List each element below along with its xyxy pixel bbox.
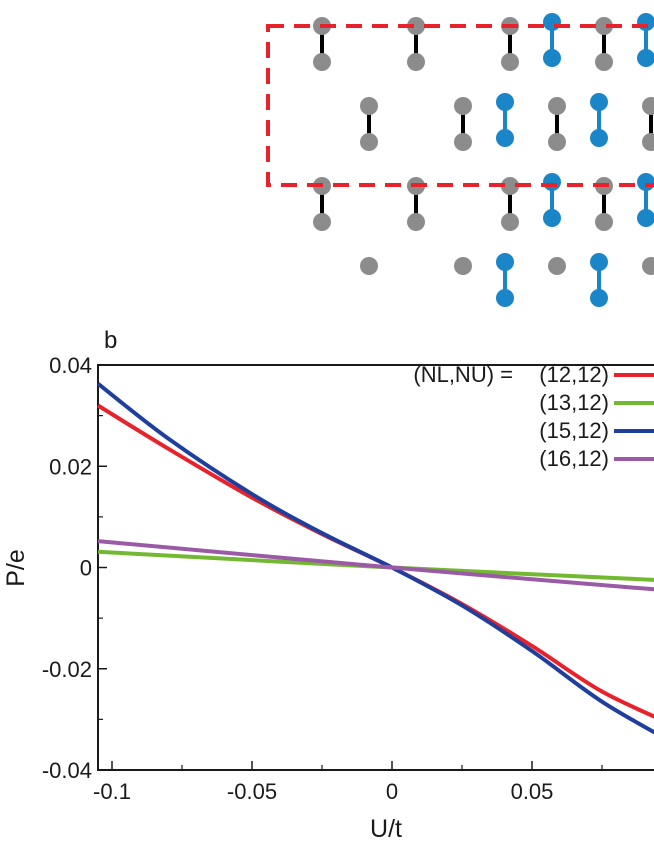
bottom-layer-atom (454, 133, 472, 151)
top-layer-atom (496, 253, 514, 271)
y-tick-label: -0.02 (42, 657, 92, 682)
top-layer-atom (637, 13, 654, 31)
bottom-layer-atom (454, 257, 472, 275)
bottom-layer-atom (595, 213, 613, 231)
legend-label: (13,12) (539, 390, 609, 415)
legend-label: (12,12) (539, 362, 609, 387)
bottom-layer-atom (454, 97, 472, 115)
bottom-layer-atom (548, 257, 566, 275)
bottom-layer-atom (548, 97, 566, 115)
y-tick-label: 0.02 (49, 454, 92, 479)
top-layer-lattice (496, 13, 654, 307)
chart-series (96, 382, 654, 735)
x-tick-label: 0.05 (511, 779, 554, 804)
top-layer-atom (590, 289, 608, 307)
bottom-layer-atom (642, 133, 654, 151)
top-layer-atom (590, 129, 608, 147)
bottom-layer-atom (360, 257, 378, 275)
bottom-layer-atom (313, 53, 331, 71)
top-layer-atom (590, 93, 608, 111)
bilayer-lattice-figure (266, 13, 654, 307)
bottom-layer-atom (501, 213, 519, 231)
bottom-layer-atom (407, 53, 425, 71)
y-tick-label: -0.04 (42, 758, 92, 783)
x-tick-label: 0 (386, 779, 398, 804)
unit-cell-box (266, 24, 654, 187)
y-axis-label: P/e (2, 549, 30, 587)
series-line (97, 539, 654, 592)
bottom-layer-atom (548, 133, 566, 151)
top-layer-atom (543, 173, 561, 191)
top-layer-atom (543, 49, 561, 67)
top-layer-atom (543, 13, 561, 31)
y-tick-label: 0.04 (49, 353, 92, 378)
top-layer-atom (496, 129, 514, 147)
bottom-layer-atom (501, 53, 519, 71)
y-tick-label: 0 (80, 556, 92, 581)
bottom-layer-atom (501, 177, 519, 195)
top-layer-atom (637, 49, 654, 67)
bottom-layer-atom (595, 53, 613, 71)
top-layer-atom (496, 289, 514, 307)
legend-label: (15,12) (539, 418, 609, 443)
top-layer-atom (590, 253, 608, 271)
top-layer-atom (543, 209, 561, 227)
panel-label: b (104, 327, 117, 354)
legend-prefix: (NL,NU) = (413, 362, 513, 387)
bottom-layer-atom (360, 97, 378, 115)
bottom-layer-atom (360, 133, 378, 151)
bottom-layer-atom (313, 213, 331, 231)
x-axis-label: U/t (370, 815, 402, 843)
top-layer-bonds (503, 22, 648, 298)
chart-legend: (NL,NU) = (12,12) (13,12) (15,12) (16,12) (413, 362, 654, 471)
top-layer-atom (637, 173, 654, 191)
bottom-layer-atom (407, 17, 425, 35)
x-tick-label: -0.05 (227, 779, 277, 804)
bottom-layer-atom (595, 17, 613, 35)
top-layer-atom (496, 93, 514, 111)
bottom-layer-atom (642, 97, 654, 115)
bottom-layer-atom (407, 213, 425, 231)
bottom-layer-atom (642, 257, 654, 275)
x-tick-label: -0.1 (93, 779, 131, 804)
legend-label: (16,12) (539, 446, 609, 471)
top-layer-atom (637, 209, 654, 227)
